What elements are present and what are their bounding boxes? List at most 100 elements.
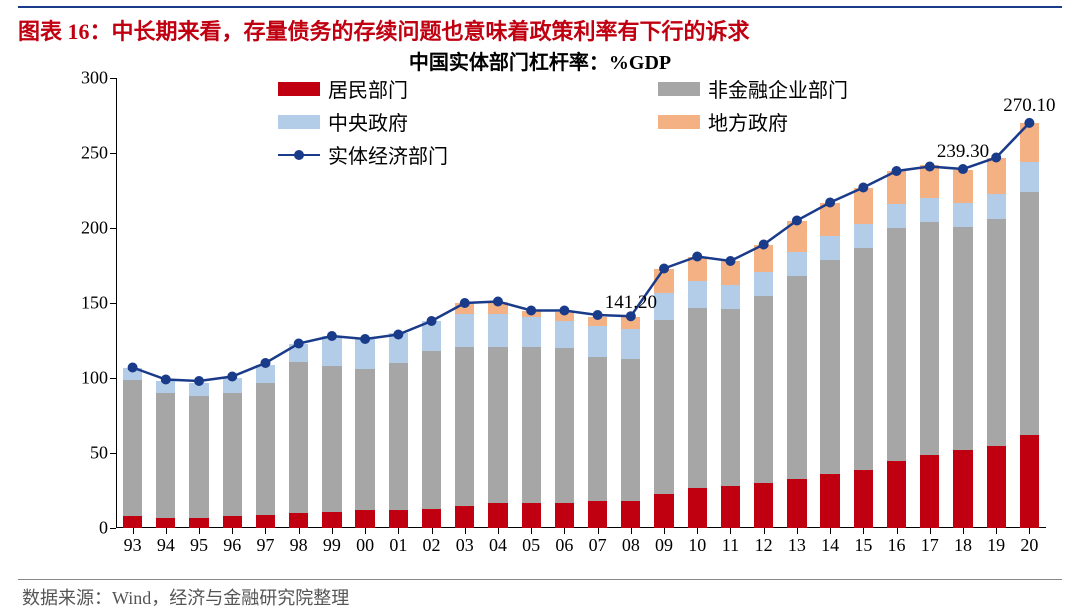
x-tick-label: 04 [489,535,507,556]
chart-title: 中国实体部门杠杆率：%GDP [18,46,1062,75]
line-marker [161,375,171,385]
x-tick-label: 07 [589,535,607,556]
x-tick-mark [963,528,964,534]
x-tick-mark [232,528,233,534]
x-tick-mark [598,528,599,534]
line-marker [925,162,935,172]
x-tick-label: 19 [987,535,1005,556]
source-text: 数据来源：Wind，经济与金融研究院整理 [22,584,349,610]
line-marker [759,240,769,250]
x-tick-label: 06 [555,535,573,556]
line-marker [260,358,270,368]
line-marker [393,330,403,340]
x-tick-mark [332,528,333,534]
x-tick-mark [664,528,665,534]
x-tick-label: 18 [954,535,972,556]
x-tick-mark [398,528,399,534]
line-overlay [116,78,1046,528]
y-tick-mark [110,453,116,454]
x-tick-mark [764,528,765,534]
y-tick-label: 100 [56,368,108,389]
x-tick-label: 08 [622,535,640,556]
y-tick-label: 0 [56,518,108,539]
x-tick-mark [465,528,466,534]
y-tick-mark [110,78,116,79]
x-tick-label: 15 [854,535,872,556]
line-marker [526,306,536,316]
x-tick-label: 12 [755,535,773,556]
x-tick-label: 11 [722,535,739,556]
x-tick-label: 17 [921,535,939,556]
line-marker [991,153,1001,163]
line-marker [892,166,902,176]
line-marker [427,316,437,326]
y-tick-mark [110,528,116,529]
x-tick-mark [531,528,532,534]
x-tick-mark [897,528,898,534]
line-marker [825,198,835,208]
y-tick-mark [110,153,116,154]
line-marker [958,164,968,174]
line-marker [659,264,669,274]
y-tick-label: 200 [56,218,108,239]
x-tick-label: 00 [356,535,374,556]
x-tick-mark [930,528,931,534]
line-marker [128,363,138,373]
line-marker [692,252,702,262]
data-label: 270.10 [1003,95,1055,117]
x-tick-mark [1029,528,1030,534]
x-tick-label: 13 [788,535,806,556]
line-marker [1024,118,1034,128]
x-tick-mark [564,528,565,534]
y-tick-mark [110,228,116,229]
y-tick-label: 150 [56,293,108,314]
y-tick-mark [110,378,116,379]
x-tick-mark [863,528,864,534]
line-marker [360,334,370,344]
line-marker [593,310,603,320]
figure-container: 图表 16：中长期来看，存量债务的存续问题也意味着政策利率有下行的诉求 中国实体… [18,6,1062,580]
line-marker [725,256,735,266]
line-marker [294,339,304,349]
x-tick-mark [996,528,997,534]
x-tick-mark [830,528,831,534]
line-marker [559,306,569,316]
x-tick-mark [299,528,300,534]
x-tick-label: 94 [157,535,175,556]
x-tick-mark [365,528,366,534]
x-tick-mark [730,528,731,534]
x-tick-mark [797,528,798,534]
data-label: 239.30 [937,141,989,163]
x-tick-mark [166,528,167,534]
x-tick-label: 20 [1020,535,1038,556]
x-tick-label: 99 [323,535,341,556]
line-marker [460,298,470,308]
line-marker [194,376,204,386]
x-tick-label: 03 [456,535,474,556]
line-marker [493,297,503,307]
x-tick-label: 98 [290,535,308,556]
x-tick-mark [697,528,698,534]
x-tick-mark [265,528,266,534]
line-marker [227,372,237,382]
x-tick-label: 10 [688,535,706,556]
x-tick-label: 14 [821,535,839,556]
y-tick-label: 50 [56,443,108,464]
line-marker [327,331,337,341]
line-marker [792,216,802,226]
x-tick-label: 96 [223,535,241,556]
x-tick-label: 09 [655,535,673,556]
y-tick-label: 250 [56,143,108,164]
y-tick-mark [110,303,116,304]
line-marker [858,183,868,193]
x-tick-label: 01 [389,535,407,556]
x-tick-label: 05 [522,535,540,556]
x-tick-mark [133,528,134,534]
x-tick-label: 16 [888,535,906,556]
y-tick-label: 300 [56,68,108,89]
x-tick-label: 02 [423,535,441,556]
x-tick-label: 93 [124,535,142,556]
x-tick-mark [498,528,499,534]
data-label: 141.20 [605,292,657,314]
plot-area: 0501001502002503009394959697989900010203… [116,78,1046,528]
